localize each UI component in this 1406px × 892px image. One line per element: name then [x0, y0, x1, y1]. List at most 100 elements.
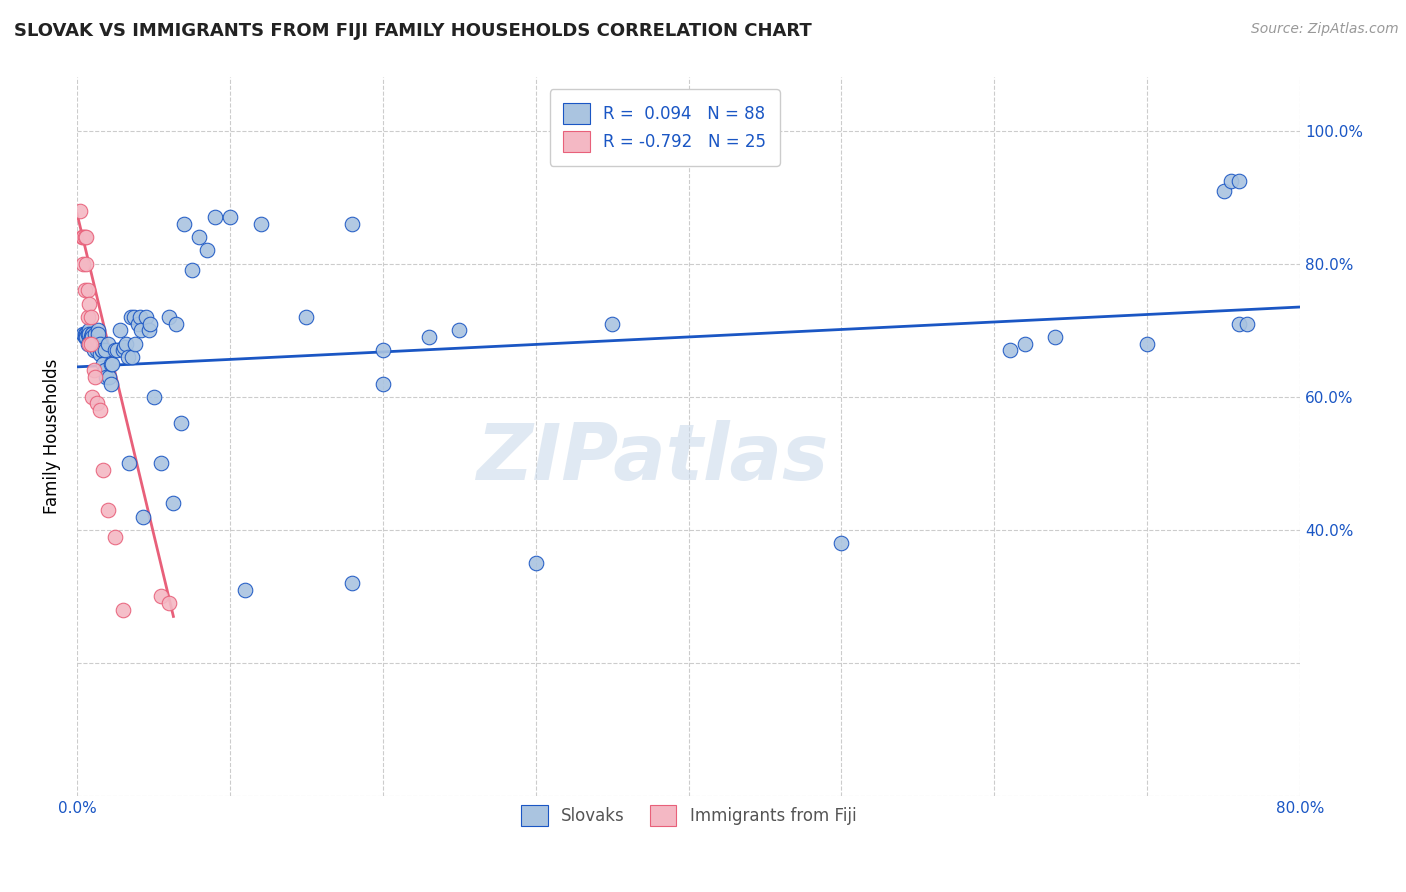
- Point: [371, 343, 394, 358]
- Point: [79, 326, 101, 341]
- Point: [91, 357, 114, 371]
- Point: [111, 343, 134, 358]
- Point: [117, 350, 139, 364]
- Point: [84, 370, 107, 384]
- Point: [82, 326, 104, 341]
- Point: [80, 310, 103, 324]
- Point: [69, 203, 91, 218]
- Point: [79, 296, 101, 310]
- Point: [150, 456, 173, 470]
- Point: [249, 217, 271, 231]
- Point: [93, 363, 115, 377]
- Point: [449, 323, 471, 337]
- Point: [79, 323, 101, 337]
- Point: [371, 376, 394, 391]
- Point: [524, 556, 547, 570]
- Point: [90, 343, 112, 358]
- Point: [75, 330, 97, 344]
- Point: [83, 343, 105, 358]
- Point: [73, 230, 96, 244]
- Point: [118, 456, 141, 470]
- Point: [89, 346, 111, 360]
- Point: [1227, 173, 1250, 187]
- Point: [418, 330, 440, 344]
- Point: [89, 336, 111, 351]
- Point: [75, 230, 97, 244]
- Point: [121, 350, 143, 364]
- Point: [76, 336, 98, 351]
- Point: [124, 336, 146, 351]
- Point: [195, 244, 218, 258]
- Point: [80, 336, 103, 351]
- Point: [135, 310, 157, 324]
- Point: [86, 396, 108, 410]
- Point: [83, 363, 105, 377]
- Point: [86, 343, 108, 358]
- Point: [157, 310, 180, 324]
- Point: [80, 330, 103, 344]
- Point: [76, 284, 98, 298]
- Point: [830, 536, 852, 550]
- Point: [204, 210, 226, 224]
- Point: [73, 326, 96, 341]
- Point: [90, 343, 112, 358]
- Point: [89, 403, 111, 417]
- Point: [111, 603, 134, 617]
- Point: [83, 336, 105, 351]
- Point: [180, 263, 202, 277]
- Point: [100, 357, 122, 371]
- Point: [82, 326, 104, 341]
- Legend: Slovaks, Immigrants from Fiji: Slovaks, Immigrants from Fiji: [513, 797, 865, 835]
- Text: ZIPatlas: ZIPatlas: [475, 420, 828, 496]
- Point: [76, 310, 98, 324]
- Point: [84, 336, 107, 351]
- Point: [122, 310, 145, 324]
- Point: [233, 582, 256, 597]
- Point: [1045, 330, 1067, 344]
- Point: [1236, 317, 1258, 331]
- Point: [295, 310, 318, 324]
- Point: [82, 330, 104, 344]
- Point: [98, 370, 121, 384]
- Point: [120, 310, 142, 324]
- Point: [75, 326, 97, 341]
- Point: [128, 310, 150, 324]
- Point: [1136, 336, 1159, 351]
- Point: [342, 217, 364, 231]
- Point: [91, 463, 114, 477]
- Point: [93, 343, 115, 358]
- Point: [129, 323, 152, 337]
- Point: [157, 596, 180, 610]
- Point: [72, 230, 94, 244]
- Point: [138, 323, 160, 337]
- Point: [76, 326, 98, 341]
- Point: [87, 326, 110, 341]
- Point: [170, 417, 193, 431]
- Point: [115, 336, 138, 351]
- Point: [139, 317, 162, 331]
- Point: [75, 257, 97, 271]
- Point: [1227, 317, 1250, 331]
- Point: [1220, 173, 1243, 187]
- Point: [82, 390, 104, 404]
- Point: [150, 590, 173, 604]
- Point: [342, 576, 364, 591]
- Point: [219, 210, 242, 224]
- Point: [76, 326, 98, 341]
- Point: [94, 370, 117, 384]
- Point: [79, 336, 101, 351]
- Point: [1014, 336, 1036, 351]
- Point: [100, 376, 122, 391]
- Point: [127, 317, 149, 331]
- Point: [166, 317, 188, 331]
- Point: [101, 357, 124, 371]
- Point: [600, 317, 623, 331]
- Point: [72, 257, 94, 271]
- Point: [87, 323, 110, 337]
- Point: [80, 333, 103, 347]
- Text: Source: ZipAtlas.com: Source: ZipAtlas.com: [1251, 22, 1399, 37]
- Point: [97, 336, 120, 351]
- Point: [998, 343, 1021, 358]
- Point: [84, 326, 107, 341]
- Text: SLOVAK VS IMMIGRANTS FROM FIJI FAMILY HOUSEHOLDS CORRELATION CHART: SLOVAK VS IMMIGRANTS FROM FIJI FAMILY HO…: [14, 22, 811, 40]
